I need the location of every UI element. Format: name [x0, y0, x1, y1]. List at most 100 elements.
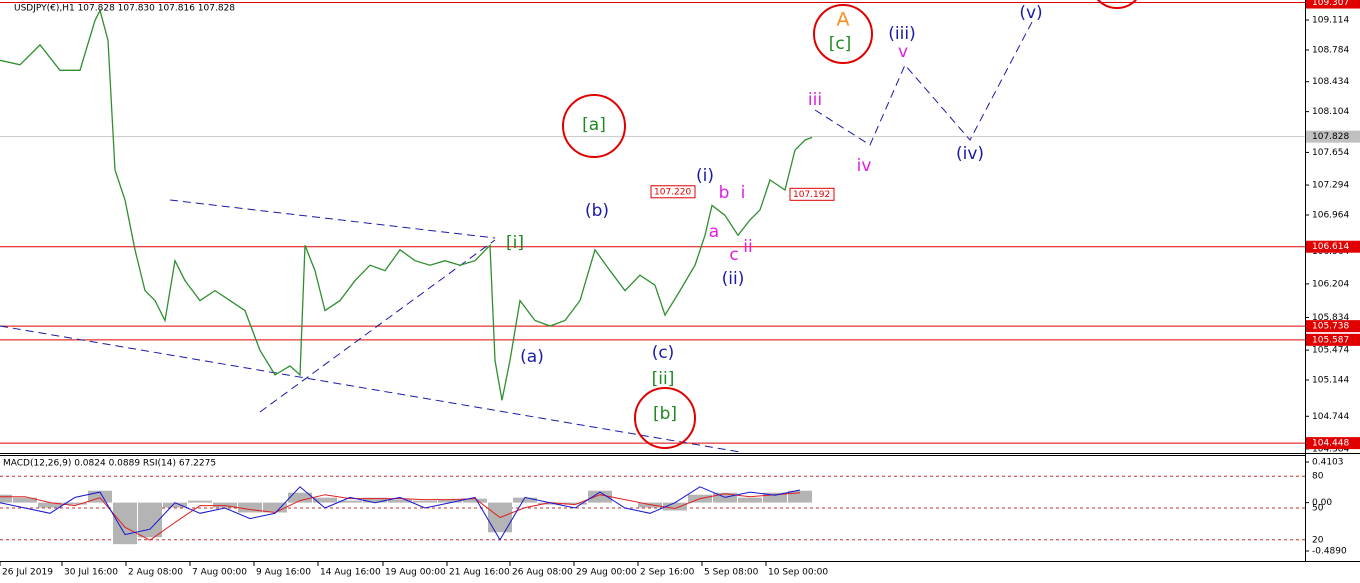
wave-label: iv — [857, 156, 872, 176]
macd-bar — [113, 502, 137, 545]
wave-label: [c] — [829, 34, 852, 54]
wave-label: (b) — [585, 201, 609, 221]
macd-bar — [0, 494, 12, 503]
y-tick-label: 0.4103 — [1312, 457, 1344, 467]
wave-label: ii — [743, 237, 752, 257]
level-label: 109.307 — [1312, 0, 1349, 8]
price-layer — [0, 8, 813, 401]
y-tick-label: 107.294 — [1312, 181, 1349, 191]
level-box — [1306, 437, 1360, 450]
trend-line — [0, 325, 741, 453]
wave-label: iii — [808, 90, 822, 110]
macd-bar — [263, 502, 287, 513]
macd-bar — [663, 502, 687, 511]
x-tick-label: 10 Sep 00:00 — [768, 568, 828, 578]
level-box — [1306, 240, 1360, 253]
wave-label: c — [729, 245, 738, 265]
price-label-box — [650, 185, 696, 199]
x-tick-label: 7 Aug 00:00 — [192, 568, 247, 578]
wave-label: (iii) — [888, 24, 915, 44]
front-layer: 109.307 106.614 105.738 105.587 104.448 107.8… — [650, 0, 1360, 450]
x-tick-label: 26 Aug 08:00 — [512, 568, 573, 578]
x-tick-label: 29 Aug 00:00 — [576, 568, 637, 578]
macd-bar — [563, 502, 587, 505]
wave-circle — [634, 387, 696, 449]
wave-label: (i) — [696, 166, 714, 186]
level-label: 106.614 — [1312, 242, 1349, 252]
wave-label: [b] — [653, 404, 677, 424]
wave-label: (v) — [1019, 3, 1042, 23]
y-tick-label: 105.474 — [1312, 346, 1349, 356]
macd-bar — [463, 498, 487, 503]
level-box — [1306, 333, 1360, 346]
wave-label: [i] — [506, 233, 524, 253]
price-label: 107.192 — [793, 190, 830, 200]
macd-bar — [213, 502, 237, 508]
wave-circle — [813, 4, 873, 64]
wave-label: a — [709, 222, 719, 242]
wave-label: (iv) — [956, 144, 984, 164]
macd-bar — [388, 499, 412, 503]
y2-tick-label: 80 — [1312, 472, 1324, 482]
x-tick-label: 14 Aug 16:00 — [320, 568, 381, 578]
level-box — [1306, 320, 1360, 333]
y-tick-label: 0.00 — [1312, 498, 1332, 508]
macd-bar — [88, 490, 112, 503]
price-line — [0, 8, 813, 401]
level-label: 105.587 — [1312, 335, 1349, 345]
trend-lines — [0, 21, 1033, 453]
macd-bar — [738, 497, 762, 503]
x-tick-label: 19 Aug 00:00 — [385, 568, 446, 578]
level-box — [1306, 0, 1360, 9]
chart-title: USDJPY(€),H1 107.828 107.830 107.816 107… — [14, 4, 235, 14]
macd-bar — [338, 500, 362, 503]
x-tick-label: 9 Aug 16:00 — [256, 568, 311, 578]
trend-line — [259, 239, 496, 413]
rsi-line — [0, 486, 801, 541]
macd-bar — [513, 497, 537, 503]
macd-bar — [363, 497, 387, 503]
level-label: 105.738 — [1312, 322, 1349, 332]
last-price-box — [1306, 130, 1360, 143]
y-tick-label: 105.834 — [1312, 313, 1349, 323]
circles — [562, 0, 1138, 449]
y-tick-label: 108.104 — [1312, 107, 1349, 117]
wave-label: [ii] — [652, 369, 675, 389]
macd-bar — [538, 502, 562, 505]
y-tick-label: 108.784 — [1312, 45, 1349, 55]
y-tick-label: 109.114 — [1312, 16, 1349, 26]
x-tick-label: 2 Sep 16:00 — [640, 568, 695, 578]
y-tick-label: 104.744 — [1312, 412, 1349, 422]
macd-bar — [238, 502, 262, 513]
indicator-title: MACD(12,26,9) 0.0824 0.0889 RSI(14) 67.2… — [3, 459, 216, 469]
price-label: 107.220 — [654, 187, 691, 197]
trend-line — [169, 199, 496, 239]
macd-bar — [438, 499, 462, 503]
macd-bar — [163, 502, 187, 508]
x-tick-label: 30 Jul 16:00 — [64, 568, 118, 578]
x-tick-label: 21 Aug 16:00 — [449, 568, 510, 578]
macd-bar — [288, 492, 312, 503]
y-tick-label: 105.144 — [1312, 376, 1349, 386]
wave-label: [a] — [582, 115, 606, 135]
wave-label: A — [837, 9, 850, 31]
wave-label: (ii) — [722, 269, 745, 289]
signal-line — [0, 492, 801, 541]
wave-circle — [1096, 0, 1138, 9]
y-tick-label: 107.654 — [1312, 148, 1349, 158]
wave-label: (a) — [520, 347, 544, 367]
y-tick-label: 108.434 — [1312, 77, 1349, 87]
y2-tick-label: 50 — [1312, 504, 1324, 514]
y-tick-label: 106.964 — [1312, 210, 1349, 220]
last-price-label: 107.828 — [1312, 132, 1349, 142]
macd-bar — [13, 497, 37, 503]
y-tick-label: 106.204 — [1312, 279, 1349, 289]
wave-label: (c) — [652, 343, 675, 363]
annotations: A [c] [a] [i] [ii] [b] (i) (ii) (iii) (i… — [506, 3, 1043, 424]
x-tick-label: 26 Jul 2019 — [2, 568, 53, 578]
frames — [0, 0, 1360, 562]
y-tick-label: 104.384 — [1312, 444, 1349, 454]
macd-bar — [763, 492, 787, 503]
level-label: 104.448 — [1312, 439, 1349, 449]
macd-bar — [788, 490, 812, 503]
